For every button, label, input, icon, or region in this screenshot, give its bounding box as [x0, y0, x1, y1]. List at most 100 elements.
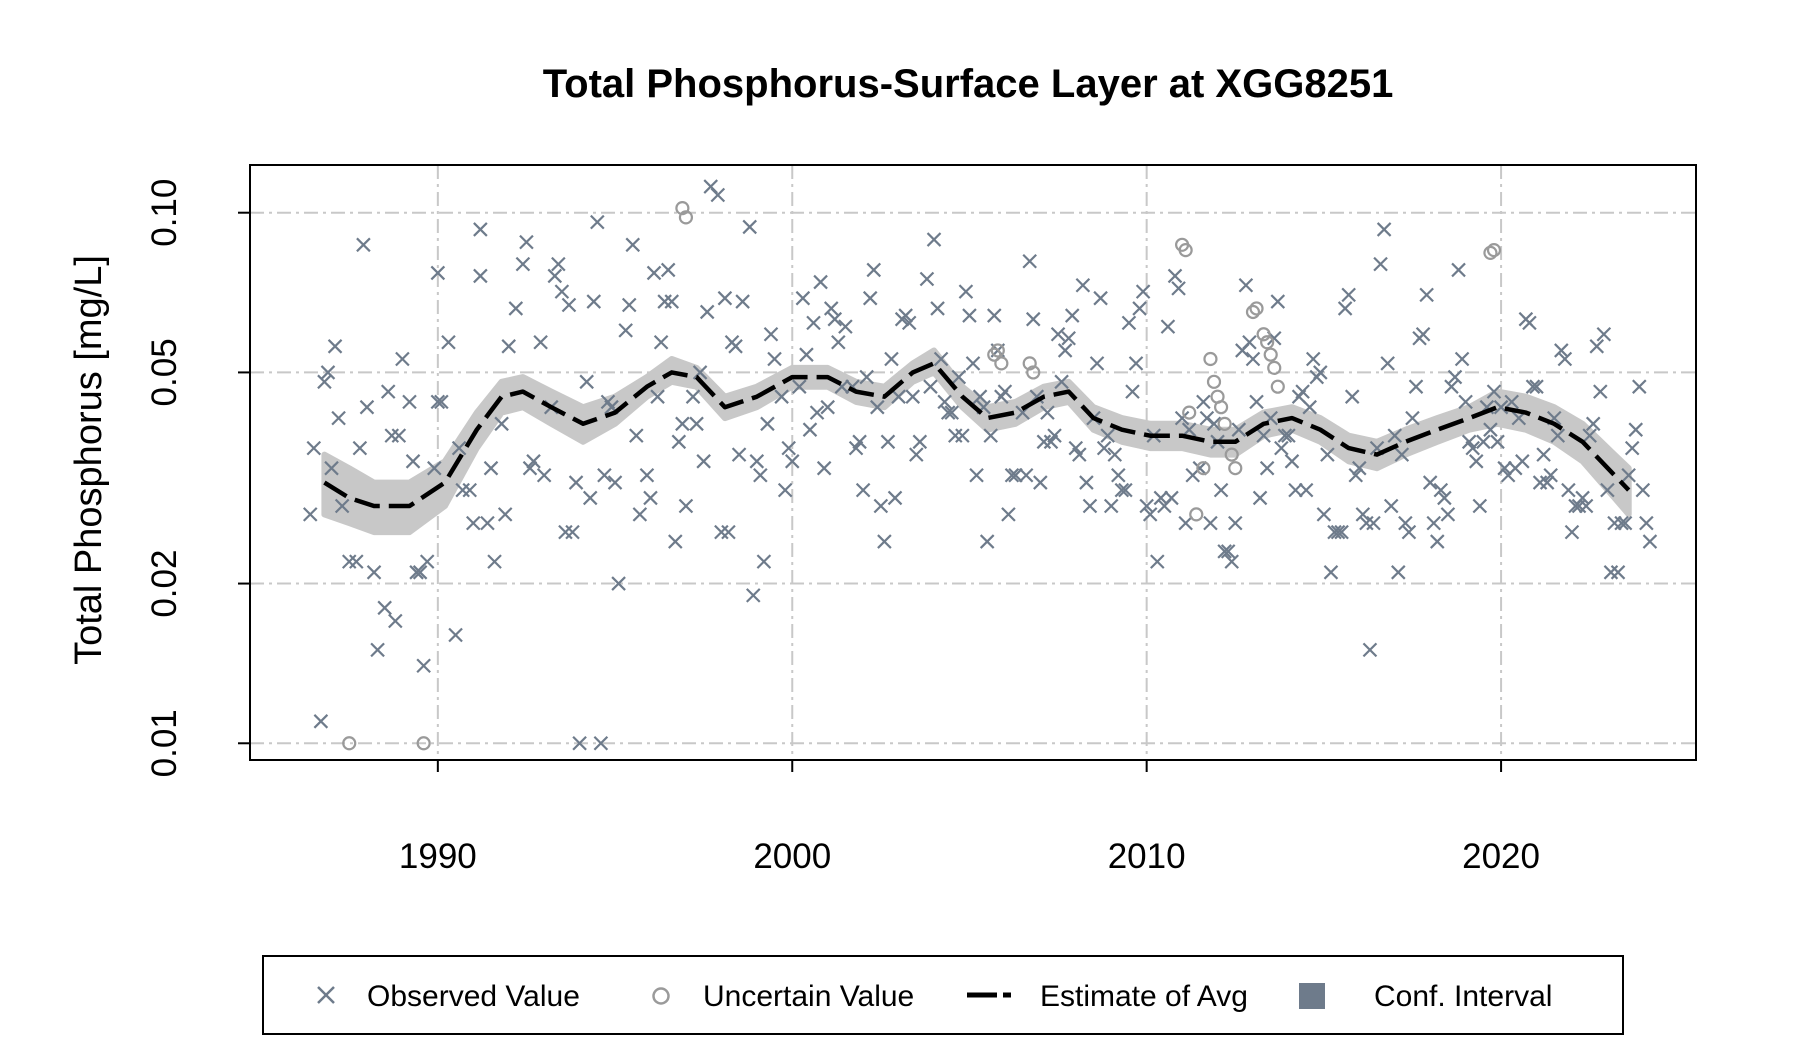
observed-point	[940, 405, 956, 420]
observed-point	[1415, 327, 1431, 342]
legend-item-estimate: Estimate of Avg	[967, 980, 1248, 1013]
observed-point	[430, 394, 446, 410]
observed-point	[1536, 447, 1551, 462]
observed-point-stroke	[586, 294, 602, 309]
observed-point	[1419, 287, 1434, 303]
observed-point-stroke	[809, 405, 825, 420]
observed-point-stroke	[1334, 524, 1349, 540]
observed-point	[1040, 405, 1055, 420]
observed-point-stroke	[1295, 384, 1310, 399]
observed-point	[1373, 256, 1388, 272]
observed-point-stroke	[522, 460, 538, 476]
observed-point	[1008, 467, 1023, 483]
observed-point	[653, 334, 669, 350]
observed-point-stroke	[1617, 515, 1633, 531]
uncertain-point	[1026, 365, 1041, 380]
observed-point-stroke	[1454, 351, 1470, 367]
observed-point-stroke	[1490, 434, 1505, 450]
observed-point-stroke	[352, 440, 368, 456]
observed-point-stroke	[1220, 544, 1236, 559]
observed-point-stroke	[852, 434, 867, 450]
observed-point	[331, 410, 346, 426]
observed-point-stroke	[1525, 379, 1541, 394]
observed-point-stroke	[554, 284, 570, 299]
uncertain-point	[675, 201, 690, 216]
observed-point-stroke	[1121, 315, 1137, 331]
observed-point-stroke	[1277, 428, 1293, 443]
observed-point	[710, 187, 726, 203]
observed-point-stroke	[1139, 498, 1154, 514]
observed-point	[1632, 379, 1647, 394]
observed-point	[1490, 434, 1505, 450]
observed-point	[1348, 467, 1364, 483]
observed-point	[933, 351, 949, 367]
legend-frame	[262, 955, 1624, 1035]
observed-point	[1571, 498, 1587, 514]
observed-point	[497, 507, 513, 522]
observed-point	[675, 416, 690, 432]
observed-point-stroke	[1536, 447, 1551, 462]
observed-point	[1242, 334, 1257, 350]
observed-point-stroke	[1642, 534, 1658, 549]
observed-point	[1493, 399, 1509, 415]
observed-point-stroke	[1217, 544, 1232, 559]
observed-point	[1061, 330, 1076, 346]
chart-title: Total Phosphorus-Surface Layer at XGG825…	[543, 62, 1394, 106]
observed-point	[1593, 384, 1608, 399]
x-tick-label-2000: 2000	[753, 837, 831, 876]
uncertain-point	[1228, 461, 1243, 476]
y-tick-label-0.02: 0.02	[145, 550, 184, 618]
confidence-band	[321, 347, 1632, 536]
observed-point	[1302, 399, 1317, 415]
observed-point	[671, 434, 687, 450]
observed-point	[1476, 434, 1491, 450]
uncertain-point	[1182, 405, 1197, 420]
observed-point-stroke	[494, 416, 509, 432]
observed-point-stroke	[324, 460, 339, 476]
observed-point-stroke	[1259, 460, 1275, 476]
observed-point-stroke	[891, 389, 906, 404]
observed-point	[1635, 482, 1651, 498]
observed-point	[1359, 515, 1374, 531]
observed-point-stroke	[1610, 565, 1626, 580]
observed-point	[948, 428, 963, 443]
observed-point-stroke	[306, 440, 322, 456]
observed-point	[838, 319, 853, 334]
observed-point	[1603, 565, 1619, 580]
legend-label-conf: Conf. Interval	[1374, 980, 1552, 1013]
uncertain-point	[1217, 416, 1232, 431]
observed-point-stroke	[519, 234, 534, 250]
observed-point-stroke	[1107, 447, 1123, 462]
observed-point-stroke	[480, 515, 495, 531]
observed-point-stroke	[1224, 554, 1239, 569]
observed-point	[441, 334, 456, 350]
y-tick-label-0.10: 0.10	[145, 179, 184, 247]
observed-point-stroke	[703, 179, 719, 194]
observed-point	[937, 394, 952, 410]
observed-point	[1316, 507, 1332, 522]
observed-point	[887, 490, 903, 506]
uncertain-point	[416, 736, 431, 751]
observed-point	[572, 735, 587, 751]
observed-point-stroke	[582, 490, 598, 506]
observed-point	[873, 498, 889, 514]
observed-point-stroke	[1415, 327, 1431, 342]
observed-point	[1164, 490, 1179, 506]
observed-point	[621, 297, 637, 313]
observed-point	[880, 434, 896, 450]
observed-point	[1072, 447, 1087, 462]
observed-point	[380, 384, 396, 399]
observed-point-stroke	[1380, 356, 1395, 371]
observed-point	[494, 416, 509, 432]
observed-point	[462, 482, 478, 498]
observed-point	[944, 405, 960, 420]
observed-point	[699, 304, 715, 320]
observed-point-stroke	[731, 447, 747, 462]
observed-point-stroke	[639, 467, 655, 483]
observed-point	[795, 290, 811, 306]
observed-point	[1118, 482, 1133, 498]
observed-point	[859, 369, 874, 385]
observed-point-stroke	[1231, 422, 1247, 437]
observed-point-stroke	[1391, 565, 1406, 580]
observed-point-stroke	[1430, 534, 1445, 549]
